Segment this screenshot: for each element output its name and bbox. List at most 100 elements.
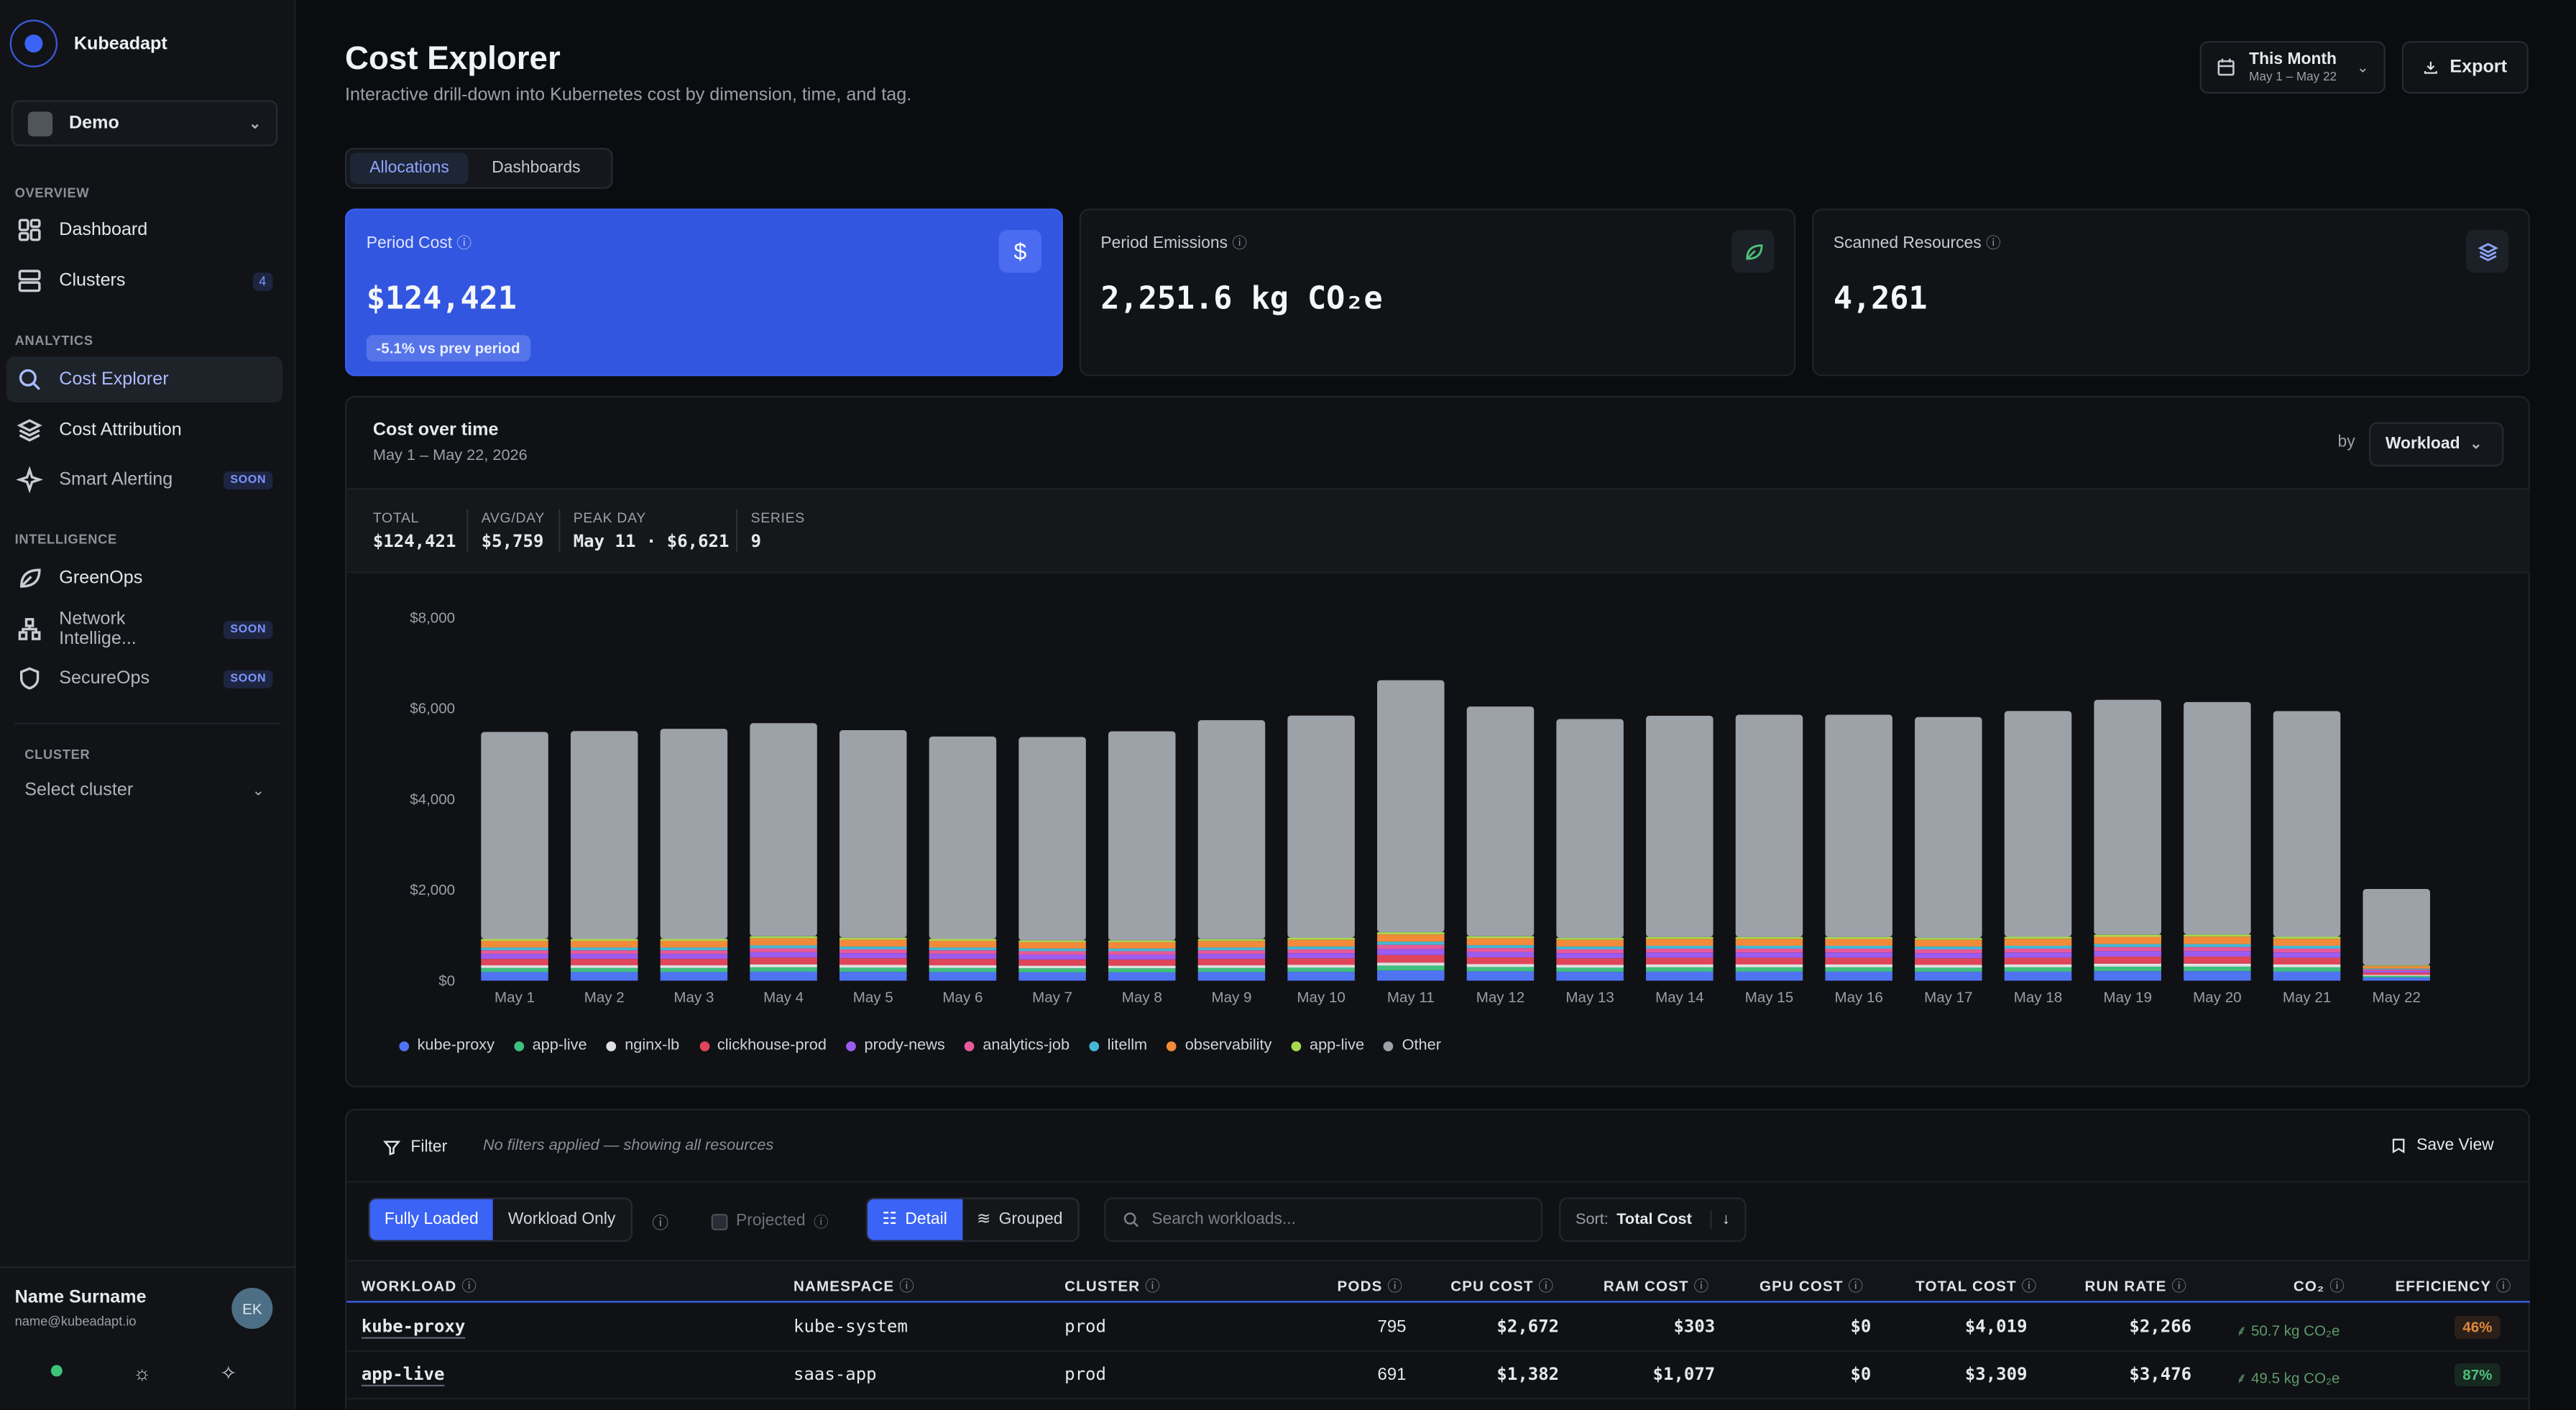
- bar-segment[interactable]: [2273, 964, 2341, 967]
- bar-segment[interactable]: [1466, 706, 1535, 936]
- bar-segment[interactable]: [2273, 936, 2341, 939]
- bar-segment[interactable]: [1915, 938, 1982, 940]
- bar-segment[interactable]: [2004, 971, 2072, 981]
- bar-segment[interactable]: [929, 954, 997, 959]
- bar-segment[interactable]: [570, 967, 638, 972]
- bar-segment[interactable]: [1646, 971, 1714, 981]
- bar-segment[interactable]: [570, 950, 638, 954]
- bar-segment[interactable]: [1018, 968, 1086, 972]
- bar-segment[interactable]: [2094, 946, 2161, 951]
- bar-segment[interactable]: [839, 937, 907, 940]
- bar-segment[interactable]: [2184, 936, 2251, 944]
- bar-segment[interactable]: [1287, 967, 1355, 972]
- info-icon[interactable]: ⓘ: [652, 1215, 669, 1234]
- cluster-select[interactable]: Select cluster ⌄: [24, 780, 264, 800]
- bar-segment[interactable]: [750, 723, 817, 936]
- bar-segment[interactable]: [1735, 939, 1803, 946]
- bar-segment[interactable]: [929, 736, 997, 939]
- bar-segment[interactable]: [929, 939, 997, 941]
- bar-segment[interactable]: [1377, 962, 1445, 966]
- bar-segment[interactable]: [750, 967, 817, 972]
- projected-checkbox[interactable]: Projected ⓘ: [711, 1211, 829, 1232]
- bar-segment[interactable]: [750, 936, 817, 939]
- column-efficiency[interactable]: EFFICIENCY ⓘ: [2396, 1275, 2512, 1296]
- bar-segment[interactable]: [570, 940, 638, 948]
- bar-segment[interactable]: [2184, 963, 2251, 967]
- bar-segment[interactable]: [1197, 967, 1266, 972]
- bar-segment[interactable]: [1825, 957, 1892, 964]
- bar-segment[interactable]: [1646, 939, 1714, 946]
- info-icon[interactable]: ⓘ: [1986, 234, 2001, 252]
- bar-segment[interactable]: [1556, 953, 1624, 959]
- bar-segment[interactable]: [1108, 965, 1176, 969]
- bar-segment[interactable]: [1735, 714, 1803, 937]
- bar-segment[interactable]: [2004, 948, 2072, 953]
- sun-theme-icon[interactable]: ☼: [133, 1361, 152, 1385]
- bar-segment[interactable]: [1197, 965, 1266, 968]
- view-grouped[interactable]: ≋ Grouped: [962, 1199, 1077, 1240]
- bar-segment[interactable]: [2004, 967, 2072, 972]
- bar-segment[interactable]: [2273, 967, 2341, 972]
- info-icon[interactable]: ⓘ: [1232, 234, 1247, 252]
- bar-segment[interactable]: [481, 959, 548, 966]
- bar-segment[interactable]: [1466, 948, 1535, 952]
- bar-segment[interactable]: [1287, 949, 1355, 954]
- column-co2[interactable]: CO₂ ⓘ: [2294, 1275, 2345, 1296]
- bar-segment[interactable]: [570, 965, 638, 968]
- bar-segment[interactable]: [750, 957, 817, 964]
- bar-segment[interactable]: [1108, 972, 1176, 981]
- bar-segment[interactable]: [1018, 959, 1086, 966]
- bar-segment[interactable]: [2094, 699, 2161, 935]
- bar-segment[interactable]: [1197, 939, 1266, 941]
- bar-segment[interactable]: [2184, 966, 2251, 972]
- bar-segment[interactable]: [660, 972, 728, 981]
- bar-segment[interactable]: [1915, 946, 1982, 949]
- bar-segment[interactable]: [570, 954, 638, 959]
- bar-segment[interactable]: [481, 967, 548, 972]
- bar-segment[interactable]: [1825, 939, 1892, 946]
- bar-segment[interactable]: [660, 940, 728, 948]
- bar-segment[interactable]: [1108, 968, 1176, 972]
- bar-segment[interactable]: [2273, 939, 2341, 946]
- legend-item[interactable]: nginx-lb: [607, 1036, 679, 1054]
- bar-segment[interactable]: [929, 959, 997, 966]
- bar-segment[interactable]: [839, 953, 907, 959]
- info-icon[interactable]: ⓘ: [456, 234, 472, 252]
- column-namespace[interactable]: NAMESPACE ⓘ: [794, 1275, 915, 1296]
- bar-segment[interactable]: [570, 959, 638, 966]
- bar-segment[interactable]: [660, 939, 728, 941]
- bar-segment[interactable]: [2273, 971, 2341, 981]
- bar-segment[interactable]: [1287, 937, 1355, 940]
- legend-item[interactable]: app-live: [514, 1036, 587, 1054]
- bar-segment[interactable]: [2363, 966, 2430, 969]
- bar-segment[interactable]: [1018, 954, 1086, 960]
- column-pods[interactable]: PODS ⓘ: [1338, 1275, 1404, 1296]
- bar-segment[interactable]: [2363, 972, 2430, 975]
- bar-segment[interactable]: [1735, 946, 1803, 949]
- bar-segment[interactable]: [660, 967, 728, 972]
- bar-segment[interactable]: [1018, 972, 1086, 981]
- export-button[interactable]: Export: [2401, 41, 2529, 94]
- bar-segment[interactable]: [2363, 974, 2430, 976]
- sidebar-item-cost-attribution[interactable]: Cost Attribution: [6, 407, 282, 453]
- bar-segment[interactable]: [660, 947, 728, 951]
- bar-segment[interactable]: [1735, 952, 1803, 958]
- bar-segment[interactable]: [2363, 970, 2430, 973]
- bar-segment[interactable]: [750, 938, 817, 946]
- bar-segment[interactable]: [1646, 948, 1714, 953]
- bar-segment[interactable]: [2363, 965, 2430, 967]
- bar-segment[interactable]: [929, 972, 997, 981]
- bar-segment[interactable]: [481, 939, 548, 941]
- bar-segment[interactable]: [1197, 947, 1266, 951]
- bar-segment[interactable]: [1735, 971, 1803, 981]
- mode-workload-only[interactable]: Workload Only: [507, 1210, 616, 1229]
- tab-dashboards[interactable]: Dashboards: [492, 159, 581, 178]
- bar-segment[interactable]: [1466, 938, 1535, 946]
- bar-segment[interactable]: [839, 972, 907, 981]
- bar-segment[interactable]: [2094, 957, 2161, 964]
- bar-segment[interactable]: [1825, 971, 1892, 981]
- group-by-select[interactable]: Workload ⌄: [2368, 422, 2504, 467]
- bar-segment[interactable]: [1915, 939, 1982, 947]
- bar-segment[interactable]: [2184, 971, 2251, 981]
- bar-segment[interactable]: [660, 950, 728, 954]
